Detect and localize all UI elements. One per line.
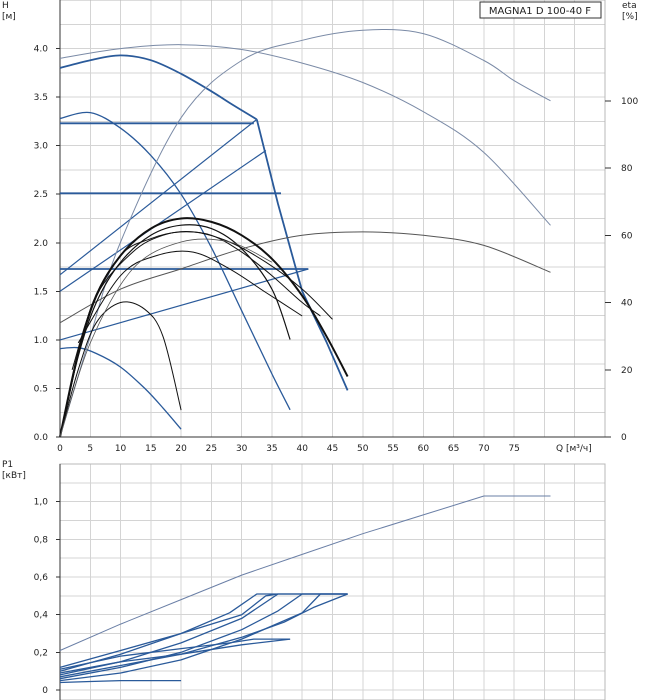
flow-tick-label: 40 bbox=[296, 444, 308, 454]
head-tick-label: 2.5 bbox=[34, 190, 48, 200]
flow-tick-label: 10 bbox=[115, 444, 127, 454]
power-axis-label: P1 bbox=[2, 460, 13, 470]
flow-tick-label: 65 bbox=[448, 444, 459, 454]
flow-tick-label: 35 bbox=[266, 444, 277, 454]
power-tick-label: 0,6 bbox=[34, 573, 49, 583]
p1-curve bbox=[59, 593, 348, 672]
flow-tick-label: 15 bbox=[145, 444, 156, 454]
power-tick-label: 0,2 bbox=[34, 648, 48, 658]
flow-tick-label: 5 bbox=[87, 444, 93, 454]
head-max-falloff-curve bbox=[255, 119, 349, 391]
eta-axis-label: eta bbox=[622, 1, 637, 11]
eta-tick-label: 0 bbox=[621, 433, 627, 443]
power-tick-label: 0,4 bbox=[34, 611, 49, 621]
eta-flat-curve bbox=[59, 231, 551, 324]
p1-curve bbox=[59, 593, 348, 680]
p1-curve bbox=[59, 679, 182, 684]
head-tick-label: 0.5 bbox=[34, 384, 48, 394]
eta-variant-curve bbox=[71, 230, 333, 370]
flow-tick-label: 30 bbox=[236, 444, 248, 454]
p1-envelope-curve bbox=[59, 495, 551, 651]
flow-tick-label: 0 bbox=[57, 444, 63, 454]
p1-curve bbox=[59, 638, 291, 670]
flow-tick-label: 55 bbox=[387, 444, 398, 454]
eta-envelope-curve bbox=[59, 28, 551, 438]
flow-axis-label: Q [м³/ч] bbox=[556, 444, 592, 454]
power-tick-label: 0 bbox=[42, 686, 48, 696]
p1-curve bbox=[59, 593, 348, 678]
eta-tick-label: 100 bbox=[621, 97, 638, 107]
p1-curve bbox=[59, 593, 348, 676]
power-series bbox=[59, 495, 551, 684]
head-efficiency-series bbox=[59, 28, 551, 438]
head-efficiency-plot: 0.0 0.5 1.0 1.5 2.0 2.5 3.0 3.5 4.0 0 5 10 15 20 25 30 3… bbox=[2, 0, 638, 454]
power-tick-labels: 0 0,2 0,4 0,6 0,8 1,0 bbox=[34, 498, 60, 696]
eta-variant-curve bbox=[59, 238, 273, 438]
head-tick-label: 2.0 bbox=[34, 239, 49, 249]
eta-axis-unit: [%] bbox=[622, 12, 638, 22]
flow-tick-label: 50 bbox=[357, 444, 369, 454]
head-tick-labels: 0.0 0.5 1.0 1.5 2.0 2.5 3.0 3.5 4.0 0 5 10 15 20 25 30 3… bbox=[34, 45, 639, 454]
head-axis-label: H bbox=[2, 1, 9, 11]
cp-line-curve bbox=[59, 268, 309, 341]
flow-tick-label: 25 bbox=[206, 444, 217, 454]
head-tick-label: 1.0 bbox=[34, 336, 49, 346]
power-axis-unit: [кВт] bbox=[2, 471, 26, 481]
power-tick-label: 0,8 bbox=[34, 535, 49, 545]
cp-line-curve bbox=[59, 118, 258, 276]
head-tick-label: 3.5 bbox=[34, 93, 48, 103]
head-tick-label: 4.0 bbox=[34, 45, 49, 55]
flow-tick-label: 45 bbox=[327, 444, 338, 454]
p1-curve bbox=[59, 593, 348, 682]
head-axis-unit: [м] bbox=[2, 12, 16, 22]
power-plot-grid bbox=[59, 463, 606, 700]
eta-variant-curve bbox=[59, 224, 291, 438]
head-envelope-curve bbox=[59, 44, 551, 226]
eta-variant-curve bbox=[65, 231, 321, 411]
head-tick-label: 0.0 bbox=[34, 433, 49, 443]
head-tick-label: 3.0 bbox=[34, 142, 49, 152]
power-plot: 0 0,2 0,4 0,6 0,8 1,0 P1 [кВт] bbox=[2, 460, 606, 700]
flow-tick-label: 75 bbox=[508, 444, 519, 454]
flow-tick-label: 70 bbox=[478, 444, 490, 454]
head-plot-grid bbox=[59, 0, 606, 438]
eta-tick-label: 80 bbox=[621, 164, 633, 174]
eta-tick-label: 60 bbox=[621, 231, 633, 241]
head-mid-curve bbox=[59, 111, 291, 411]
power-tick-label: 1,0 bbox=[34, 498, 49, 508]
eta-variant-curve bbox=[77, 250, 303, 344]
head-max-curve bbox=[59, 54, 258, 121]
head-tick-label: 1.5 bbox=[34, 287, 48, 297]
p1-curve bbox=[59, 593, 279, 669]
eta-variant-curve bbox=[59, 301, 182, 438]
cp-line-curve bbox=[59, 150, 267, 292]
flow-tick-label: 20 bbox=[175, 444, 187, 454]
flow-tick-label: 60 bbox=[418, 444, 430, 454]
model-title: MAGNA1 D 100-40 F bbox=[489, 6, 591, 17]
eta-tick-label: 40 bbox=[621, 299, 633, 309]
eta-tick-label: 20 bbox=[621, 366, 633, 376]
model-title-box bbox=[479, 1, 602, 19]
